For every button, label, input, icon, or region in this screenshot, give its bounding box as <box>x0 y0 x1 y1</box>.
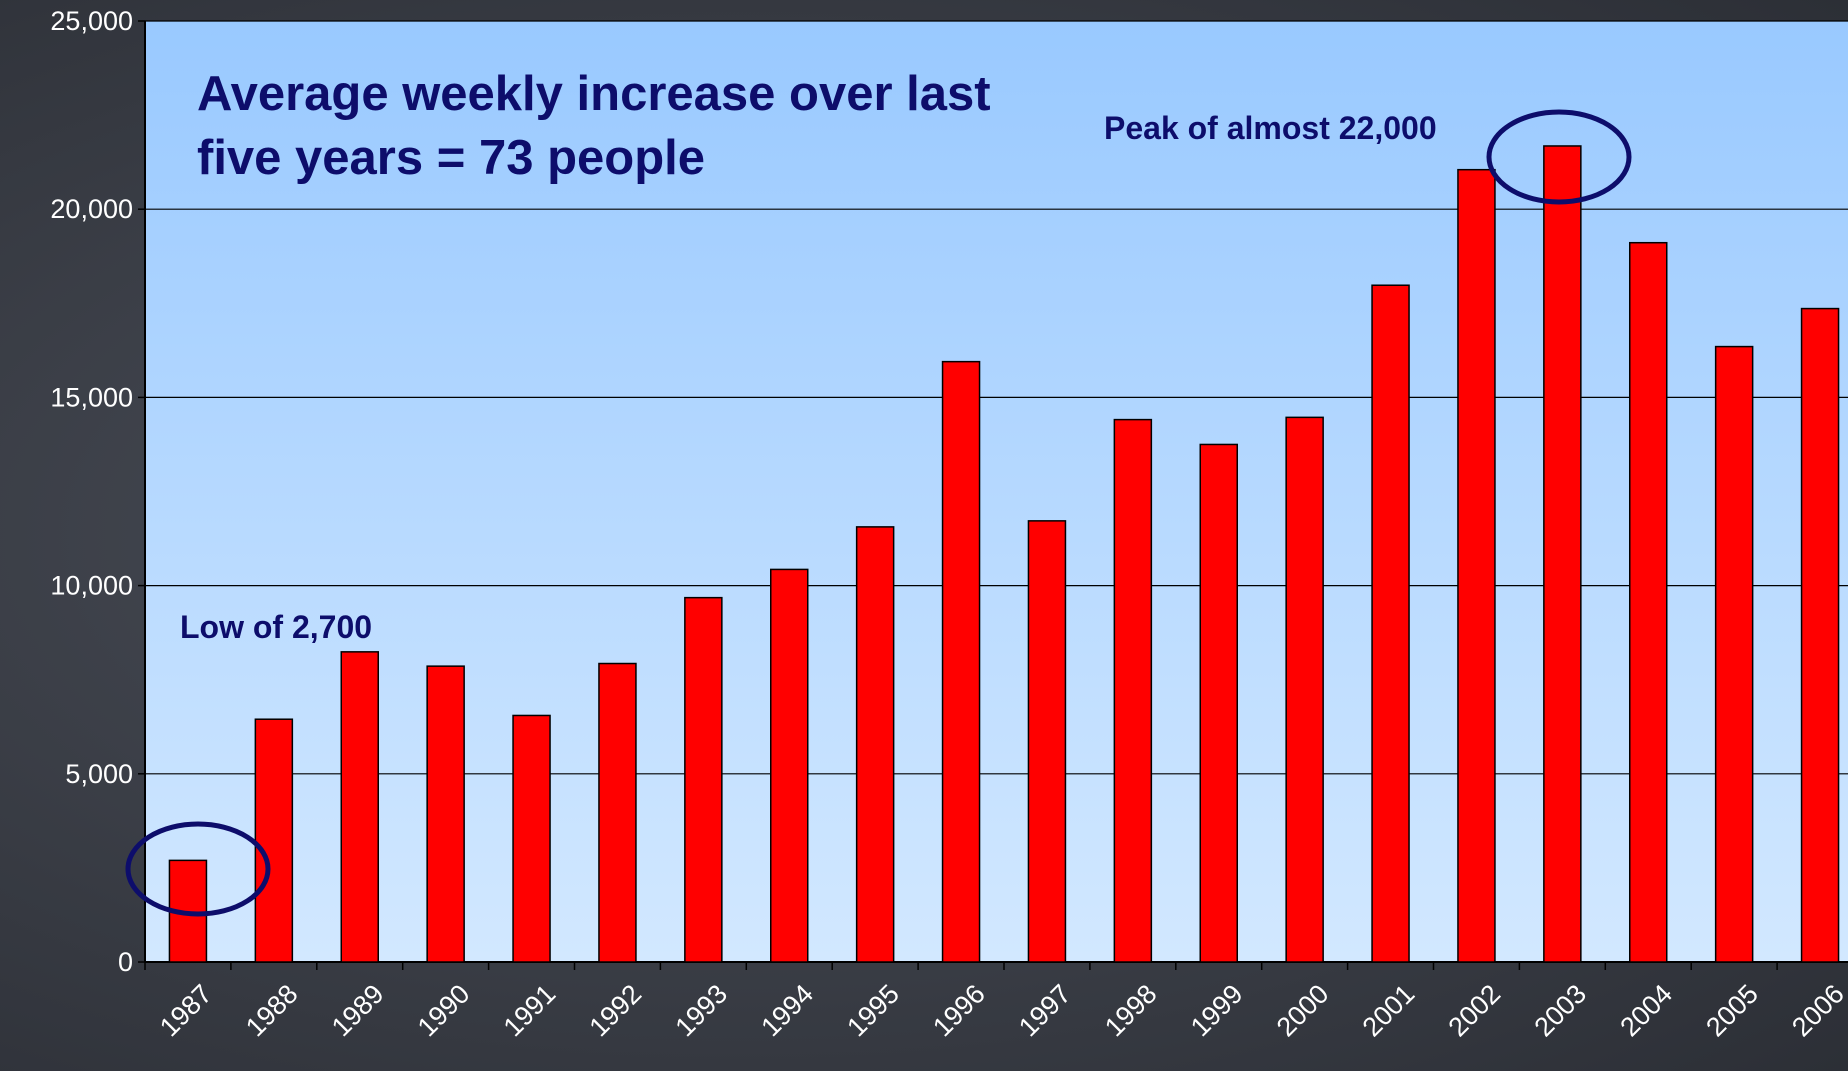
x-tick-label: 1995 <box>841 979 905 1043</box>
bar <box>1802 309 1839 962</box>
bar <box>1716 347 1753 962</box>
y-tick-label: 10,000 <box>50 571 133 601</box>
bar <box>599 664 636 962</box>
x-tick-label: 1998 <box>1099 979 1163 1043</box>
x-tick-label: 2001 <box>1357 979 1421 1043</box>
annotation: Low of 2,700 <box>180 609 372 646</box>
bar <box>943 362 980 962</box>
x-tick-label: 1987 <box>154 979 218 1043</box>
bar <box>771 569 808 962</box>
x-tick-label: 1997 <box>1013 979 1077 1043</box>
bar <box>255 719 292 962</box>
page: 0 5,000 10,000 15,000 20,000 25,000 1987 1988 19… <box>0 0 1848 1071</box>
annotation: Peak of almost 22,000 <box>1104 110 1437 147</box>
x-tick-label: 2004 <box>1614 979 1678 1043</box>
y-tick-label: 20,000 <box>50 194 133 224</box>
bar <box>1114 420 1151 962</box>
bar <box>1372 285 1409 962</box>
x-tick-label: 1994 <box>755 979 819 1043</box>
bar <box>427 666 464 962</box>
bar <box>1544 146 1581 962</box>
bar <box>857 527 894 962</box>
bar <box>685 598 722 962</box>
x-tick-label: 2006 <box>1786 979 1848 1043</box>
x-tick-label: 2005 <box>1700 979 1764 1043</box>
x-tick-label: 1999 <box>1185 979 1249 1043</box>
bar <box>341 652 378 962</box>
x-tick-label: 1989 <box>326 979 390 1043</box>
bar <box>1200 444 1237 962</box>
y-tick-label: 0 <box>118 947 133 977</box>
x-tick-label: 1990 <box>412 979 476 1043</box>
y-tick-label: 15,000 <box>50 382 133 412</box>
x-tick-label: 2000 <box>1271 979 1335 1043</box>
bar <box>1286 417 1323 962</box>
x-tick-label: 1992 <box>584 979 648 1043</box>
chart-title: Average weekly increase over last five y… <box>197 62 997 190</box>
y-tick-label: 5,000 <box>65 759 133 789</box>
bar <box>1028 521 1065 962</box>
bar <box>513 715 550 962</box>
bar <box>1630 243 1667 962</box>
x-tick-label: 1993 <box>669 979 733 1043</box>
y-tick-label: 25,000 <box>50 6 133 36</box>
x-tick-label: 1991 <box>498 979 562 1043</box>
x-tick-label: 2002 <box>1443 979 1507 1043</box>
bar <box>1458 170 1495 962</box>
x-tick-label: 1996 <box>927 979 991 1043</box>
x-tick-label: 2003 <box>1528 979 1592 1043</box>
x-tick-label: 1988 <box>240 979 304 1043</box>
